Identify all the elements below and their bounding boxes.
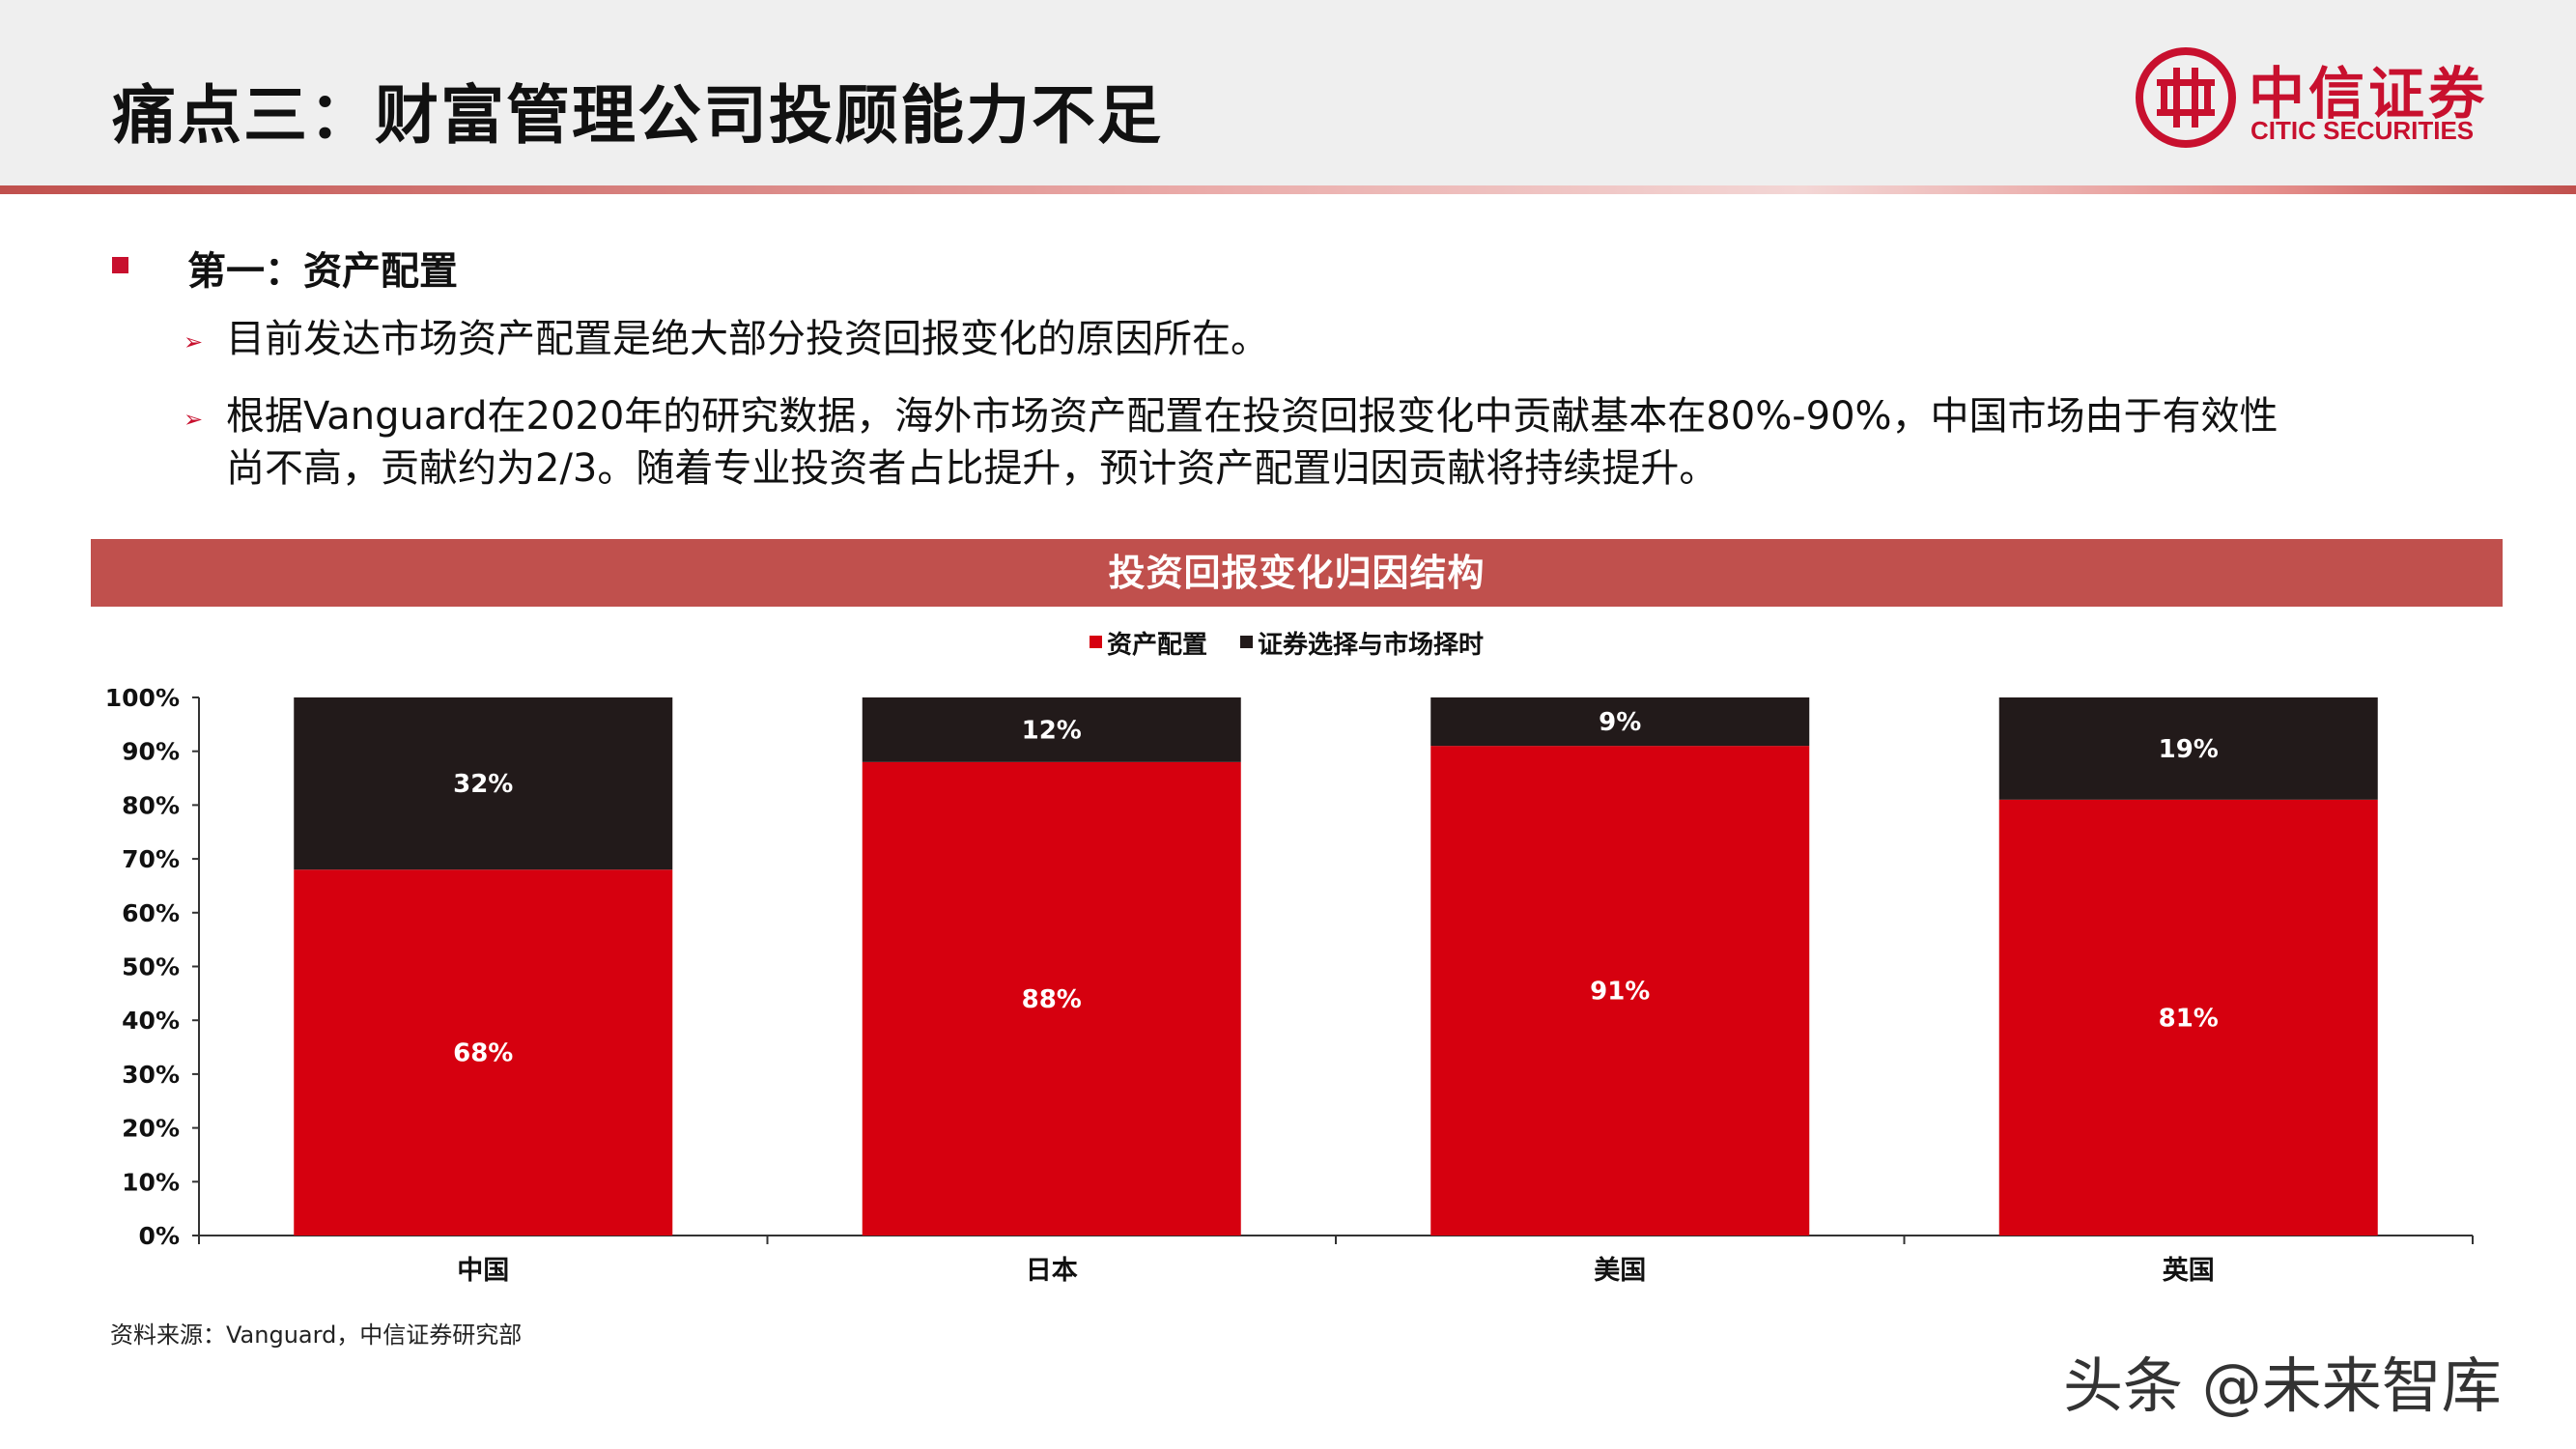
arrow-bullet-icon: ➢ (184, 328, 204, 355)
point-1-line-1: 目前发达市场资产配置是绝大部分投资回报变化的原因所在。 (226, 317, 1269, 361)
section-bullet (112, 257, 128, 273)
x-tick-label: 日本 (1026, 1256, 1078, 1286)
x-tick-label: 美国 (1594, 1255, 1646, 1286)
point-2-line-2: 尚不高，贡献约为2/3。随着专业投资者占比提升，预计资产配置归因贡献将持续提升。 (226, 446, 1718, 491)
bar-segment-1 (294, 697, 673, 870)
data-label: 9% (1599, 708, 1641, 737)
source-note: 资料来源：Vanguard，中信证券研究部 (110, 1321, 523, 1349)
bar-segment-1 (862, 697, 1241, 762)
y-tick-label: 60% (122, 899, 180, 927)
legend-label-1: 证券选择与市场择时 (1258, 630, 1484, 660)
data-label: 81% (2159, 1004, 2219, 1033)
data-label: 12% (1022, 716, 1082, 745)
header-divider (0, 185, 2576, 194)
y-tick-label: 50% (122, 953, 180, 981)
legend-swatch-0 (1090, 636, 1102, 648)
x-tick-label: 英国 (2163, 1256, 2215, 1286)
bar-segment-1 (1430, 697, 1810, 747)
logo-name-cn: 中信证券 (2249, 61, 2489, 127)
y-tick-label: 100% (105, 684, 180, 712)
legend-label-0: 资产配置 (1107, 631, 1207, 660)
page-title: 痛点三：财富管理公司投顾能力不足 (112, 78, 1163, 153)
y-tick-label: 40% (122, 1007, 180, 1035)
watermark: 头条 @未来智库 (2063, 1350, 2502, 1421)
data-label: 19% (2159, 735, 2219, 764)
y-tick-label: 20% (122, 1115, 180, 1143)
section-heading: 第一：资产配置 (187, 249, 458, 294)
logo-name-en: CITIC SECURITIES (2250, 116, 2475, 145)
y-tick-label: 0% (139, 1222, 180, 1250)
point-2-line-1: 根据Vanguard在2020年的研究数据，海外市场资产配置在投资回报变化中贡献… (226, 394, 2279, 439)
data-label: 88% (1022, 985, 1082, 1014)
citic-emblem-icon (2136, 47, 2236, 148)
data-label: 91% (1590, 978, 1650, 1007)
chart-banner: 投资回报变化归因结构 (91, 539, 2503, 607)
legend-swatch-1 (1240, 636, 1253, 648)
bar-segment-0 (862, 761, 1241, 1236)
y-tick-label: 30% (122, 1061, 180, 1089)
y-tick-label: 90% (122, 738, 180, 766)
header-band (0, 0, 2576, 185)
bar-segment-0 (294, 869, 673, 1236)
bar-segment-0 (1998, 799, 2378, 1236)
y-tick-label: 70% (122, 845, 180, 873)
data-label: 32% (453, 770, 513, 799)
data-label: 68% (453, 1039, 513, 1068)
bar-segment-1 (1998, 697, 2378, 800)
y-tick-label: 80% (122, 791, 180, 819)
y-tick-label: 10% (122, 1168, 180, 1196)
citic-logo: 中信证券 CITIC SECURITIES (2135, 46, 2502, 155)
arrow-bullet-icon: ➢ (184, 406, 204, 433)
bar-segment-0 (1430, 746, 1810, 1236)
x-tick-label: 中国 (457, 1256, 509, 1286)
